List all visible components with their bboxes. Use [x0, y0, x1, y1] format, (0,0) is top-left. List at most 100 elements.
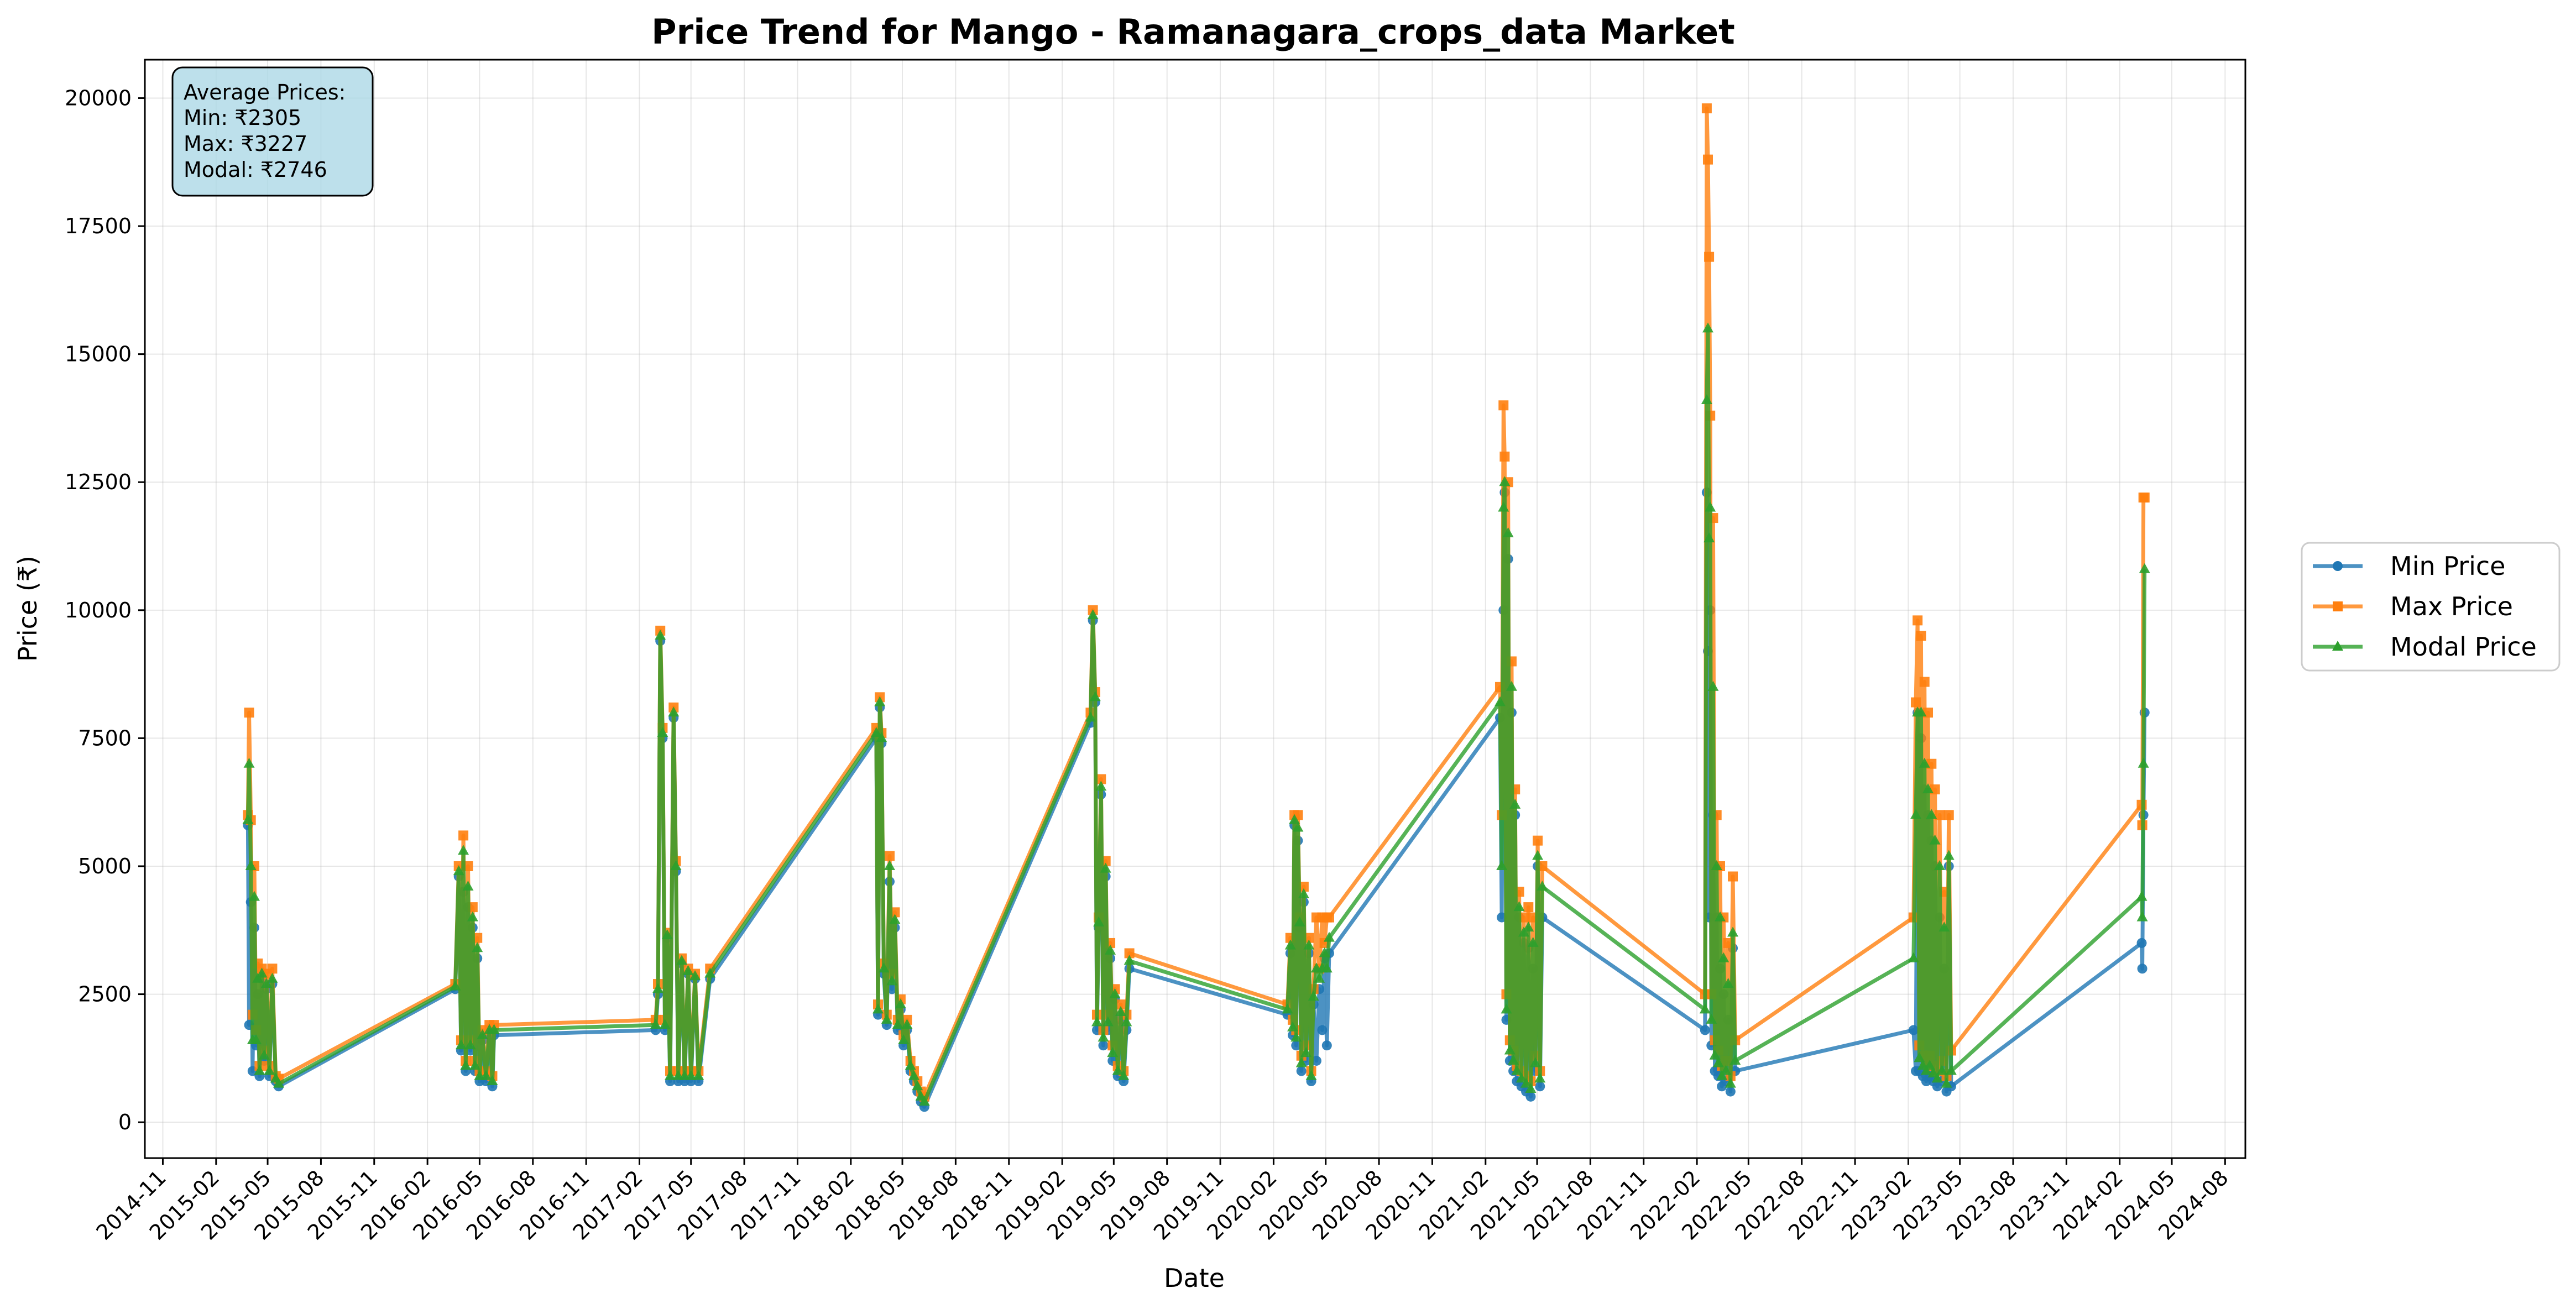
data-point-min-price [1311, 1055, 1321, 1066]
data-point-modal-price [243, 757, 255, 768]
data-point-modal-price [1532, 850, 1544, 860]
data-point-modal-price [472, 942, 483, 952]
data-point-modal-price [1513, 901, 1525, 912]
data-point-modal-price [1295, 1057, 1307, 1067]
data-point-modal-price [1303, 939, 1315, 950]
data-point-max-price [458, 830, 469, 841]
data-point-modal-price [1509, 798, 1521, 809]
y-tick-label: 17500 [65, 214, 132, 238]
data-point-max-price [1298, 882, 1309, 892]
data-point-modal-price [665, 1070, 676, 1080]
data-point-modal-price [258, 1049, 270, 1060]
legend-label-max-price: Max Price [2390, 591, 2513, 621]
data-point-modal-price [260, 978, 272, 988]
data-point-modal-price [1929, 834, 1941, 845]
y-tick-label: 5000 [78, 854, 132, 878]
data-point-max-price [1498, 400, 1509, 411]
legend-item-modal-price: Modal Price [2313, 632, 2537, 662]
data-point-modal-price [1934, 860, 1945, 870]
data-point-modal-price [245, 860, 257, 870]
data-point-modal-price [1908, 952, 1919, 962]
data-point-modal-price [892, 1019, 903, 1029]
data-point-modal-price [1705, 501, 1716, 512]
data-point-min-price [1098, 1040, 1109, 1051]
data-point-modal-price [1529, 1057, 1541, 1067]
stats-box-min: Min: ₹2305 [184, 106, 301, 130]
legend-marker-modal-price [2332, 641, 2343, 651]
data-point-modal-price [1323, 931, 1335, 942]
data-point-modal-price [1914, 1052, 1925, 1062]
data-point-modal-price [1506, 680, 1517, 691]
data-point-modal-price [661, 929, 673, 940]
data-point-modal-price [467, 911, 478, 921]
data-point-modal-price [1095, 781, 1107, 791]
data-point-modal-price [267, 972, 278, 983]
legend-frame [2301, 542, 2561, 672]
y-tick-label: 20000 [65, 86, 132, 110]
data-point-modal-price [1712, 1057, 1724, 1067]
data-point-max-price [2139, 493, 2150, 503]
data-point-min-price [1321, 1040, 1332, 1051]
data-point-max-price [1533, 835, 1543, 846]
data-point-max-price [244, 708, 254, 718]
stats-box-max: Max: ₹3227 [184, 132, 307, 156]
data-point-modal-price [1915, 706, 1927, 717]
data-point-modal-price [1520, 1077, 1532, 1088]
data-point-modal-price [1287, 1021, 1298, 1032]
data-point-modal-price [252, 972, 264, 983]
data-point-modal-price [477, 1029, 488, 1039]
data-point-max-price [1324, 912, 1334, 923]
data-point-modal-price [2138, 757, 2149, 768]
data-point-min-price [1725, 1086, 1736, 1097]
data-point-modal-price [1319, 947, 1330, 957]
legend-item-min-price: Min Price [2313, 551, 2505, 581]
data-point-min-price [2136, 938, 2147, 948]
data-point-modal-price [480, 1070, 492, 1080]
data-point-modal-price [1109, 988, 1121, 998]
data-point-modal-price [488, 1024, 500, 1034]
data-point-modal-price [1118, 1070, 1130, 1080]
data-point-modal-price [250, 1034, 262, 1044]
data-point-max-price [1499, 451, 1510, 462]
data-point-modal-price [1508, 1054, 1519, 1065]
y-tick-label: 2500 [78, 982, 132, 1007]
data-point-max-price [1911, 697, 1921, 708]
data-point-max-price [884, 851, 895, 861]
y-tick-label: 10000 [65, 598, 132, 622]
data-point-modal-price [1501, 1003, 1512, 1014]
data-point-modal-price [905, 1060, 916, 1070]
data-point-modal-price [455, 1039, 467, 1050]
data-point-modal-price [1525, 1082, 1537, 1093]
series-layer [242, 103, 2150, 1112]
data-point-min-price [1908, 1025, 1919, 1035]
data-point-modal-price [668, 706, 680, 717]
data-point-max-price [463, 861, 473, 871]
data-point-max-price [1934, 810, 1945, 820]
data-point-modal-price [254, 1065, 265, 1075]
data-point-modal-price [1107, 1047, 1119, 1057]
stats-box-heading: Average Prices: [184, 80, 346, 104]
legend: Min Price Max Price Modal Price [2301, 542, 2561, 672]
data-point-max-price [1701, 103, 1712, 114]
data-point-modal-price [1115, 1006, 1126, 1016]
data-point-modal-price [886, 975, 898, 986]
data-point-modal-price [1709, 1049, 1721, 1060]
data-point-modal-price [881, 1013, 892, 1024]
data-point-modal-price [1924, 1060, 1936, 1070]
data-point-modal-price [657, 727, 668, 737]
data-point-modal-price [1087, 609, 1099, 620]
data-point-modal-price [1321, 962, 1333, 973]
data-point-max-price [1124, 948, 1135, 959]
data-point-modal-price [895, 998, 906, 1009]
data-point-modal-price [659, 1019, 671, 1029]
data-point-modal-price [469, 1060, 481, 1070]
data-point-max-price [267, 964, 278, 974]
data-point-modal-price [689, 970, 701, 981]
data-point-modal-price [872, 1003, 884, 1014]
data-point-modal-price [1920, 1065, 1932, 1075]
data-point-modal-price [2139, 563, 2150, 573]
data-point-modal-price [1943, 850, 1955, 860]
data-point-modal-price [1314, 972, 1325, 983]
data-point-modal-price [462, 881, 474, 891]
data-point-modal-price [264, 1065, 275, 1075]
